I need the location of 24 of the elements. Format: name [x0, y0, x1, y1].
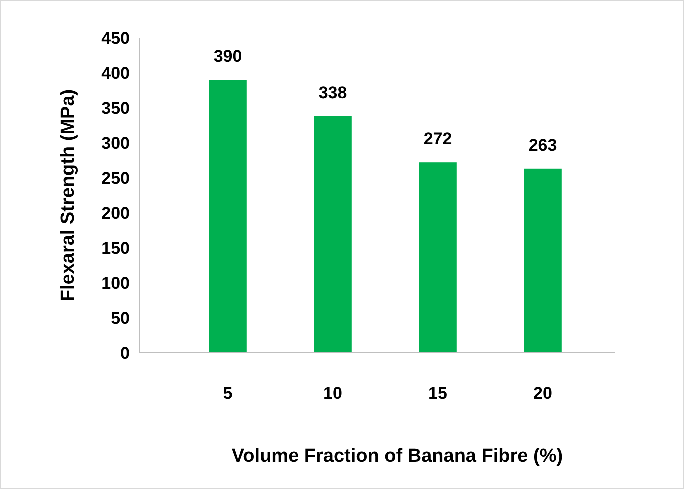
y-tick-label: 250: [102, 168, 130, 188]
y-tick-label: 350: [102, 98, 130, 118]
y-axis-title: Flexaral Strength (MPa): [58, 89, 79, 302]
y-tick-label: 0: [120, 344, 130, 363]
y-tick-label: 100: [102, 274, 130, 293]
y-tick-label: 300: [102, 134, 130, 153]
data-label: 390: [214, 47, 242, 66]
x-tick-label: 15: [428, 384, 448, 403]
x-tick-label: 20: [534, 384, 552, 403]
data-label: 263: [528, 136, 558, 155]
bar: [419, 162, 457, 353]
data-label: 272: [424, 130, 452, 149]
x-tick-label: 5: [223, 384, 233, 403]
y-tick-label: 200: [102, 204, 130, 223]
y-tick-label: 400: [102, 64, 130, 83]
x-tick-label: 10: [324, 384, 342, 403]
bar: [314, 116, 352, 353]
data-label: 338: [318, 83, 348, 102]
y-tick-label: 50: [111, 308, 130, 328]
bar: [209, 80, 247, 353]
y-tick-label: 150: [102, 238, 130, 258]
bar: [524, 168, 562, 353]
y-tick-label: 450: [102, 28, 130, 48]
x-axis-title: Volume Fraction of Banana Fibre (%): [232, 446, 564, 467]
